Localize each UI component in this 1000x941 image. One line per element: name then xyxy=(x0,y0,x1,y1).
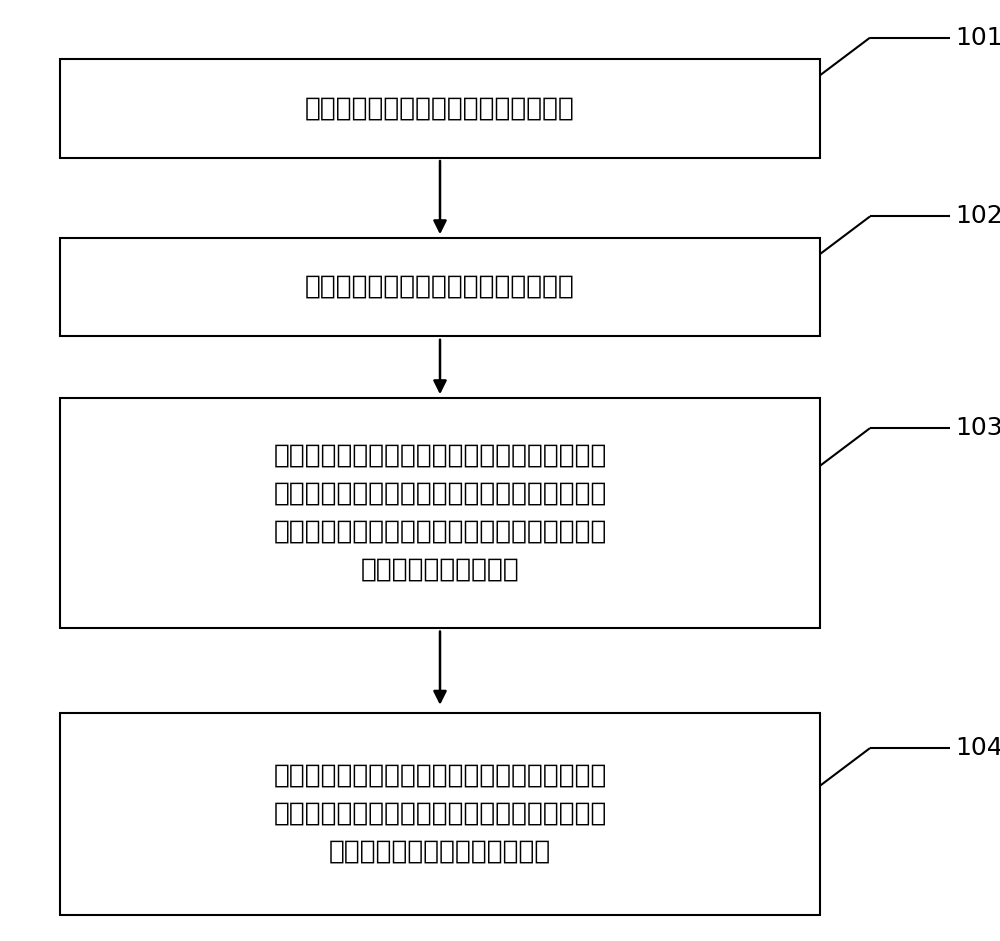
Text: 时序相关性分析之后，将分析结果以连线形式显
示在图形窗口中，并且高亮显示与该模块内的同
步单元有时序关系的单元或模块: 时序相关性分析之后，将分析结果以连线形式显 示在图形窗口中，并且高亮显示与该模块… xyxy=(273,763,607,865)
Text: 接受使用者以鼠标点击的方式选择的一个模块，
包括同步单元模块、门控时钟单元模块或分频器
单元模块，并且在使用者通过右键菜单选择后开
始进行时序相关性分析: 接受使用者以鼠标点击的方式选择的一个模块， 包括同步单元模块、门控时钟单元模块或… xyxy=(273,443,607,582)
Text: 101: 101 xyxy=(955,25,1000,50)
Bar xyxy=(60,713,820,915)
Text: 103: 103 xyxy=(955,416,1000,440)
Text: 102: 102 xyxy=(955,204,1000,229)
Text: 104: 104 xyxy=(955,736,1000,760)
Bar xyxy=(60,397,820,629)
Text: 打开经过抽象化模块封装的时钟结构图: 打开经过抽象化模块封装的时钟结构图 xyxy=(305,274,575,300)
Bar xyxy=(60,238,820,337)
Text: 读取记录有时钟结构图所需信息的文件: 读取记录有时钟结构图所需信息的文件 xyxy=(305,95,575,121)
Bar xyxy=(60,58,820,157)
